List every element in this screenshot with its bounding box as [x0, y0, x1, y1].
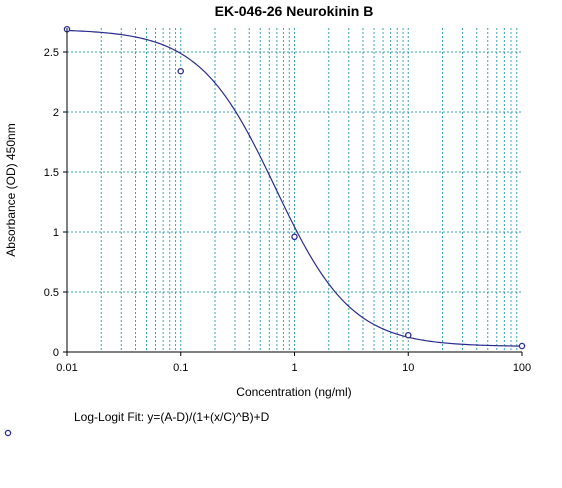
- y-tick-label: 0.5: [44, 287, 59, 299]
- data-point: [518, 342, 526, 350]
- fit-curve: [66, 29, 523, 347]
- data-point: [404, 331, 412, 339]
- chart-title: EK-046-26 Neurokinin B: [215, 3, 374, 19]
- grid: [67, 28, 522, 352]
- y-axis-label: Absorbance (OD) 450nm: [4, 123, 18, 256]
- tick-labels: 0 0.5 1 1.5 2 2.5 0.01 0.1 1 10 100: [44, 47, 531, 374]
- x-axis-label: Concentration (ng/ml): [236, 385, 351, 399]
- fit-equation-label: Log-Logit Fit: y=(A-D)/(1+(x/C)^B)+D: [74, 410, 270, 424]
- axes: [63, 28, 523, 356]
- x-tick-label: 100: [513, 362, 531, 374]
- legend-marker: [4, 429, 12, 437]
- x-tick-label: 0.01: [56, 362, 77, 374]
- y-tick-label: 0: [53, 347, 59, 359]
- y-tick-label: 2: [53, 107, 59, 119]
- y-tick-label: 1: [53, 227, 59, 239]
- y-tick-label: 2.5: [44, 47, 59, 59]
- fit-curve-layer: [66, 29, 523, 347]
- y-tick-label: 1.5: [44, 167, 59, 179]
- x-tick-label: 10: [402, 362, 414, 374]
- data-point: [177, 67, 184, 75]
- x-tick-label: 1: [291, 362, 297, 374]
- data-point: [291, 233, 298, 241]
- x-tick-label: 0.1: [173, 362, 188, 374]
